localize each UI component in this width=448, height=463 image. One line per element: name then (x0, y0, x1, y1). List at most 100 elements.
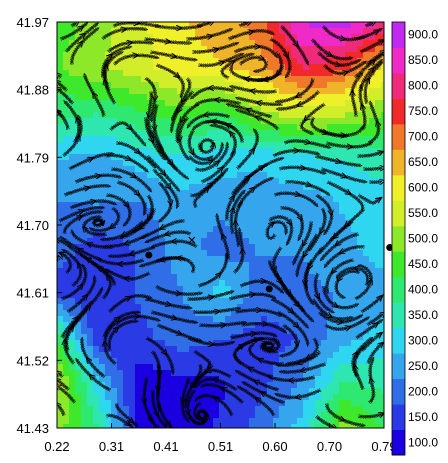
heat-cell (339, 208, 346, 215)
heat-cell (63, 268, 70, 275)
heat-cell (309, 418, 316, 425)
heat-cell (171, 394, 178, 401)
heat-cell (129, 388, 136, 395)
heat-cell (351, 136, 358, 143)
heat-cell (345, 394, 352, 401)
colorbar-swatch (392, 276, 405, 303)
heat-cell (177, 28, 184, 35)
heat-cell (183, 364, 190, 371)
heat-cell (153, 292, 160, 299)
heat-cell (255, 310, 262, 317)
heat-cell (345, 340, 352, 347)
heat-cell (369, 292, 376, 299)
heat-cell (327, 394, 334, 401)
heat-cell (99, 88, 106, 95)
heat-cell (375, 88, 382, 95)
heat-cell (135, 142, 142, 149)
heat-cell (177, 256, 184, 263)
heat-cell (231, 220, 238, 227)
heat-cell (345, 364, 352, 371)
heat-cell (189, 124, 196, 131)
heat-cell (273, 304, 280, 311)
heat-cell (291, 70, 298, 77)
heat-cell (219, 370, 226, 377)
heat-cell (213, 328, 220, 335)
heat-cell (297, 346, 304, 353)
heat-cell (207, 28, 214, 35)
heat-cell (99, 130, 106, 137)
heat-cell (165, 250, 172, 257)
heat-cell (327, 346, 334, 353)
heat-cell (165, 58, 172, 65)
heat-cell (255, 424, 262, 428)
heat-cell (63, 370, 70, 377)
heat-cell (177, 274, 184, 281)
heat-cell (165, 94, 172, 101)
heat-cell (165, 88, 172, 95)
heat-cell (147, 58, 154, 65)
heat-cell (75, 70, 82, 77)
heat-cell (147, 46, 154, 53)
heat-cell (363, 178, 370, 185)
heat-cell (123, 184, 130, 191)
heat-cell (99, 238, 106, 245)
heat-cell (291, 34, 298, 41)
heat-cell (315, 202, 322, 209)
heat-cell (375, 70, 382, 77)
heat-cell (345, 346, 352, 353)
heat-cell (381, 376, 384, 383)
heat-cell (135, 202, 142, 209)
heat-cell (123, 76, 130, 83)
heat-cell (183, 250, 190, 257)
heat-cell (171, 82, 178, 89)
heat-cell (303, 370, 310, 377)
heat-cell (243, 154, 250, 161)
heat-cell (375, 352, 382, 359)
heat-cell (351, 250, 358, 257)
heat-cell (357, 364, 364, 371)
heat-cell (81, 154, 88, 161)
heat-cell (333, 208, 340, 215)
heat-cell (225, 268, 232, 275)
heat-cell (345, 412, 352, 419)
heat-cell (291, 388, 298, 395)
heat-cell (381, 400, 384, 407)
heat-cell (357, 154, 364, 161)
heat-cell (249, 220, 256, 227)
heat-cell (231, 280, 238, 287)
heat-cell (333, 94, 340, 101)
heat-cell (207, 106, 214, 113)
heat-cell (273, 382, 280, 389)
heat-cell (165, 238, 172, 245)
colorbar-label: 200.0 (408, 384, 438, 398)
heat-cell (177, 382, 184, 389)
heat-cell (351, 22, 358, 29)
heat-cell (129, 34, 136, 41)
heat-cell (93, 310, 100, 317)
heat-cell (213, 352, 220, 359)
heat-cell (159, 142, 166, 149)
heat-cell (273, 238, 280, 245)
heat-cell (267, 148, 274, 155)
heat-cell (327, 250, 334, 257)
heat-cell (333, 40, 340, 47)
heat-cell (321, 58, 328, 65)
heat-cell (159, 388, 166, 395)
heat-cell (321, 328, 328, 335)
heat-cell (75, 40, 82, 47)
heat-cell (57, 94, 64, 101)
heat-cell (57, 148, 64, 155)
heat-cell (183, 88, 190, 95)
heat-cell (93, 130, 100, 137)
heat-cell (165, 112, 172, 119)
heat-cell (75, 58, 82, 65)
heat-cell (303, 328, 310, 335)
heat-cell (153, 334, 160, 341)
heat-cell (345, 88, 352, 95)
heat-cell (321, 400, 328, 407)
heat-cell (69, 418, 76, 425)
heat-cell (315, 46, 322, 53)
heat-cell (315, 322, 322, 329)
heat-cell (105, 124, 112, 131)
heat-cell (267, 238, 274, 245)
